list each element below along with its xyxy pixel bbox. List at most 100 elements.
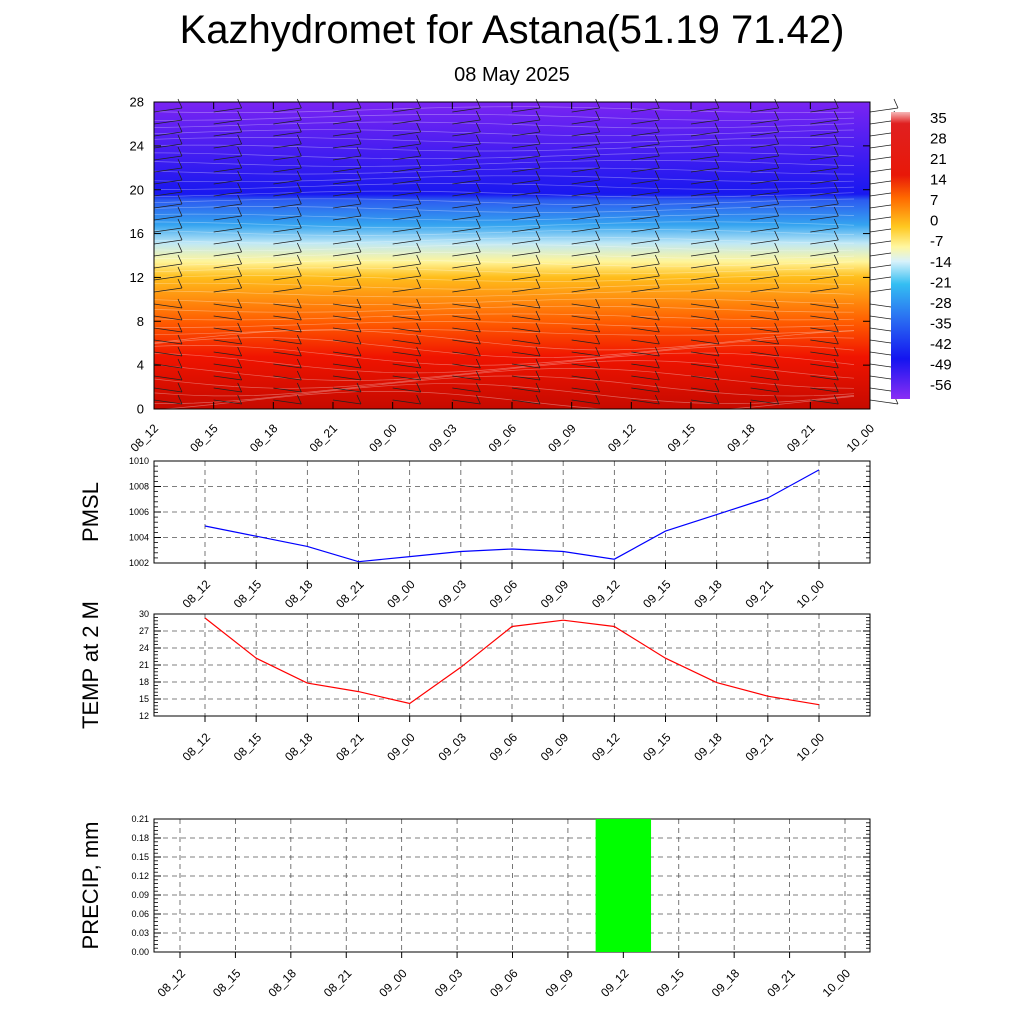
wind-barb [810, 303, 839, 309]
wind-barb [690, 351, 720, 357]
wind-barb [392, 215, 421, 221]
page-subtitle: 08 May 2025 [454, 64, 570, 86]
wind-barb-flag [177, 134, 183, 145]
wind-barb-flag [595, 254, 601, 265]
wind-barb-flag [774, 266, 780, 277]
wind-barb-flag [177, 146, 183, 157]
wind-barb [750, 287, 779, 293]
x-tick-label: 09_15 [653, 966, 687, 1000]
y-tick-label: 27 [139, 626, 149, 636]
wind-barb-flag [595, 158, 601, 169]
wind-barb-flag [416, 266, 422, 277]
wind-barb-flag [237, 230, 243, 241]
x-tick-label: 09_18 [691, 577, 725, 611]
wind-barb [571, 167, 600, 173]
wind-barb-flag [833, 334, 839, 345]
wind-barb [153, 155, 183, 161]
wind-barb [690, 131, 720, 137]
wind-barb [452, 179, 481, 185]
wind-barb-flag [535, 134, 541, 145]
wind-barb-flag [595, 370, 601, 381]
wind-barb [631, 167, 660, 173]
wind-barb [690, 155, 720, 161]
wind-barb [631, 287, 660, 293]
wind-barb [153, 399, 183, 405]
wind-barb [153, 303, 183, 309]
wind-barb [273, 363, 302, 369]
wind-barb-flag [177, 122, 183, 133]
wind-barb [511, 387, 541, 393]
wind-barb [153, 215, 183, 221]
wind-barb [631, 339, 660, 345]
wind-barb [690, 203, 720, 209]
wind-barb-flag [654, 266, 660, 277]
wind-barb-flag [356, 110, 362, 121]
wind-barb [750, 179, 779, 185]
wind-barb [332, 315, 362, 321]
x-tick-label: 08_12 [128, 421, 162, 455]
contour-line [153, 367, 855, 389]
wind-barb [452, 155, 481, 161]
wind-barb [332, 287, 362, 293]
wind-barb-flag [595, 170, 601, 181]
wind-barb-flag [177, 182, 183, 193]
wind-barb-flag [237, 194, 243, 205]
wind-barb [452, 315, 481, 321]
wind-barb-flag [833, 146, 839, 157]
wind-barb-flag [416, 394, 422, 405]
y-tick-label: 1002 [129, 558, 149, 568]
wind-barb-flag [774, 230, 780, 241]
wind-barb-flag [356, 206, 362, 217]
wind-barb [690, 179, 720, 185]
x-tick-label: 08_15 [210, 966, 244, 1000]
wind-barb [869, 399, 899, 405]
wind-barb-flag [296, 194, 302, 205]
wind-barb [631, 107, 660, 113]
wind-barb-flag [654, 322, 660, 333]
wind-barb-flag [177, 382, 183, 393]
wind-barb-flag [416, 122, 422, 133]
wind-barb [810, 399, 839, 405]
wind-barb-flag [416, 322, 422, 333]
wind-barb [392, 131, 421, 137]
y-tick-label: 18 [139, 677, 149, 687]
wind-barb [810, 287, 839, 293]
wind-barb-flag [177, 110, 183, 121]
wind-barb [153, 351, 183, 357]
wind-barb [810, 239, 839, 245]
wind-barb [452, 251, 481, 257]
wind-barb [332, 375, 362, 381]
wind-barb-flag [475, 358, 481, 369]
wind-barb-flag [535, 122, 541, 133]
wind-barb-flag [774, 110, 780, 121]
colorbar-label: -7 [930, 233, 943, 250]
contour-line [153, 206, 855, 213]
x-tick-label: 09_00 [376, 966, 410, 1000]
wind-barb-flag [833, 206, 839, 217]
wind-barb-flag [237, 218, 243, 229]
contour-line [153, 160, 855, 167]
wind-barb-flag [356, 358, 362, 369]
colorbar-label: 21 [930, 151, 947, 168]
wind-barb [332, 363, 362, 369]
panel-frame [153, 818, 871, 953]
wind-barb [511, 339, 541, 345]
wind-barb-flag [595, 242, 601, 253]
wind-barb-flag [177, 358, 183, 369]
wind-barb [571, 375, 600, 381]
x-tick-label: 09_06 [487, 966, 521, 1000]
wind-barb [392, 227, 421, 233]
wind-barb [511, 375, 541, 381]
x-tick-label: 09_06 [486, 421, 520, 455]
wind-barb-flag [714, 334, 720, 345]
wind-barb [810, 363, 839, 369]
wind-barb-flag [774, 170, 780, 181]
wind-barb [392, 107, 421, 113]
wind-barb [213, 143, 242, 149]
wind-barb [273, 107, 302, 113]
wind-barb-flag [595, 134, 601, 145]
wind-barb-flag [237, 134, 243, 145]
wind-barb [153, 191, 183, 197]
wind-barb [213, 287, 242, 293]
x-tick-label: 09_09 [543, 966, 577, 1000]
